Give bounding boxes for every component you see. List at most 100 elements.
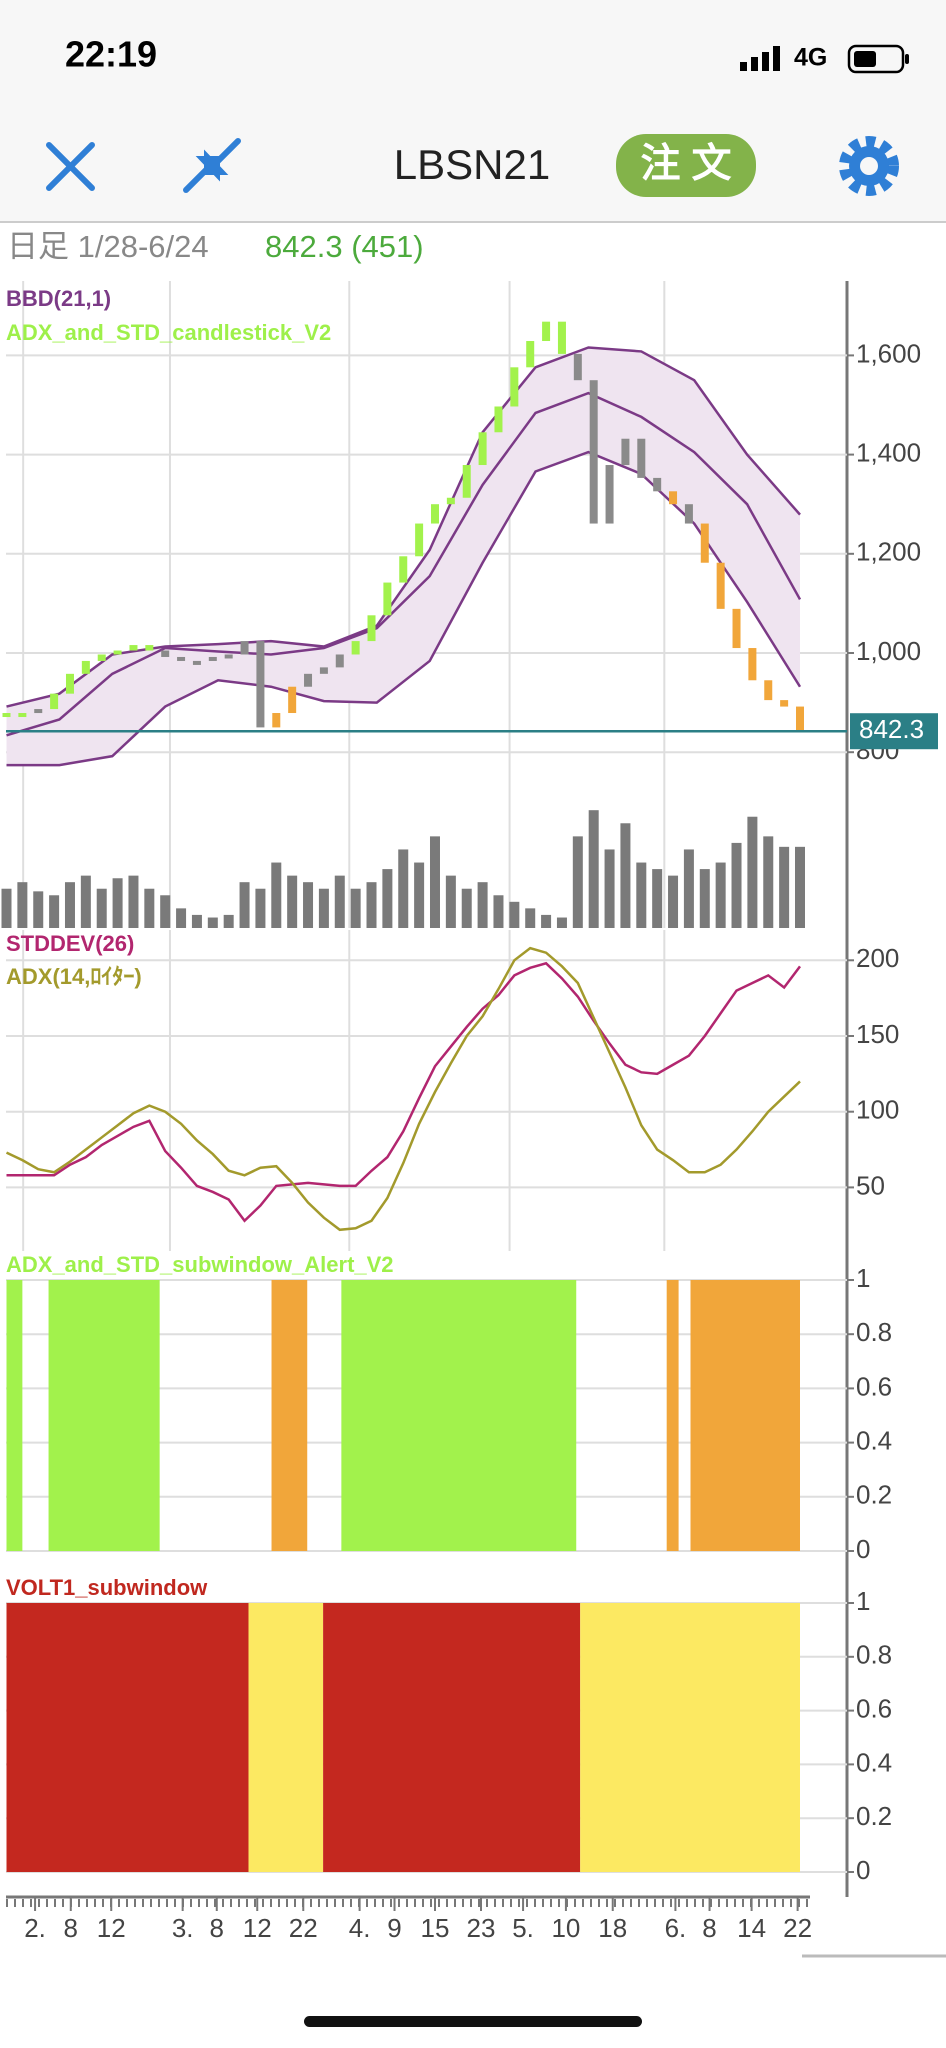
y-tick-label: 1 bbox=[856, 1586, 870, 1616]
volume-bar bbox=[128, 875, 139, 928]
candle bbox=[621, 438, 630, 466]
battery-icon bbox=[847, 44, 909, 74]
candle bbox=[732, 608, 741, 649]
volume-bar bbox=[588, 810, 599, 928]
volume-bar bbox=[318, 888, 329, 928]
alert-bar bbox=[6, 1603, 249, 1872]
volume-bar bbox=[144, 888, 155, 928]
y-tick-label: 0.6 bbox=[856, 1371, 892, 1401]
volume-bar bbox=[160, 895, 171, 928]
volume-bar bbox=[49, 895, 60, 928]
volume-bar bbox=[779, 846, 790, 928]
y-tick-label: 0.8 bbox=[856, 1640, 892, 1670]
volume-bar bbox=[668, 875, 679, 928]
signal-icon bbox=[740, 46, 780, 71]
last-price-label: 842.3 bbox=[859, 714, 924, 744]
volume-bar bbox=[33, 891, 44, 928]
volume-bar bbox=[334, 875, 345, 928]
volume-bar bbox=[509, 901, 520, 928]
indicator-line bbox=[6, 961, 802, 1223]
candle bbox=[192, 660, 201, 665]
legend-label: ADX(14,ﾛｲﾀｰ) bbox=[6, 964, 142, 989]
candle bbox=[304, 673, 313, 687]
x-tick-label: 22 bbox=[783, 1913, 812, 1943]
network: 4G bbox=[794, 44, 827, 72]
candle bbox=[335, 654, 344, 668]
order-button-label[interactable]: 注 文 bbox=[640, 142, 731, 186]
volume-bar bbox=[620, 823, 631, 928]
volume-bar bbox=[556, 917, 567, 928]
volume-bar bbox=[350, 888, 361, 928]
y-tick-label: 0 bbox=[856, 1534, 870, 1564]
volume-bar bbox=[763, 836, 774, 928]
candle bbox=[764, 680, 773, 701]
volume-bar bbox=[176, 908, 187, 928]
volume-bar bbox=[652, 869, 663, 928]
volume-bar bbox=[80, 875, 91, 928]
indicator-label: BBD(21,1) bbox=[6, 286, 111, 311]
order-button[interactable] bbox=[616, 134, 756, 197]
alert-bar bbox=[48, 1280, 160, 1551]
x-tick-label: 2. bbox=[24, 1913, 46, 1943]
last-price-box bbox=[850, 713, 938, 750]
candle bbox=[542, 321, 551, 342]
alert-bar bbox=[666, 1280, 679, 1551]
candle bbox=[589, 380, 598, 524]
candle bbox=[462, 465, 471, 498]
y-tick-label: 100 bbox=[856, 1095, 899, 1125]
candle bbox=[65, 673, 74, 694]
candle bbox=[50, 693, 59, 710]
candle bbox=[319, 667, 328, 674]
volume-bar bbox=[255, 888, 266, 928]
y-tick-label: 0.6 bbox=[856, 1693, 892, 1723]
settings-button[interactable] bbox=[839, 136, 899, 196]
band-line bbox=[6, 391, 802, 737]
volume-bar bbox=[429, 836, 440, 928]
indicator-label: ADX_and_STD_candlestick_V2 bbox=[6, 320, 331, 345]
candle bbox=[430, 504, 439, 524]
legend-label: STDDEV(26) bbox=[6, 931, 134, 956]
close-button[interactable] bbox=[46, 142, 95, 191]
x-tick-label: 12 bbox=[243, 1913, 272, 1943]
candle bbox=[2, 713, 11, 718]
volume-bar bbox=[366, 882, 377, 928]
alert-bar bbox=[6, 1280, 23, 1551]
volume-bar bbox=[191, 914, 202, 928]
volume-bar bbox=[271, 862, 282, 928]
candle bbox=[256, 641, 265, 728]
candle bbox=[510, 367, 519, 407]
candle bbox=[446, 497, 455, 505]
candle bbox=[494, 406, 503, 433]
alert-bar bbox=[341, 1280, 577, 1551]
volume-bar bbox=[287, 875, 298, 928]
volume-bar bbox=[541, 914, 552, 928]
volume-bar bbox=[303, 882, 314, 928]
indicator-line bbox=[5, 946, 801, 1232]
candle bbox=[351, 641, 360, 655]
candle bbox=[272, 713, 281, 728]
y-tick-label: 1,000 bbox=[856, 636, 921, 666]
candle bbox=[605, 465, 614, 524]
volume-bar bbox=[223, 914, 234, 928]
candle bbox=[97, 654, 106, 661]
x-tick-label: 18 bbox=[598, 1913, 627, 1943]
volume-bar bbox=[461, 888, 472, 928]
x-tick-label: 15 bbox=[421, 1913, 450, 1943]
home-indicator bbox=[304, 2016, 642, 2027]
volume-bar bbox=[795, 846, 805, 928]
candle bbox=[700, 523, 709, 563]
x-tick-label: 12 bbox=[97, 1913, 126, 1943]
volume-bar bbox=[398, 849, 409, 928]
top-bar bbox=[0, 0, 946, 222]
candle bbox=[716, 562, 725, 609]
shrink-button[interactable] bbox=[183, 138, 241, 193]
x-tick-label: 8 bbox=[210, 1913, 224, 1943]
candle bbox=[81, 660, 90, 674]
y-tick-label: 0.8 bbox=[856, 1317, 892, 1347]
y-tick-label: 0.2 bbox=[856, 1801, 892, 1831]
y-tick-label: 1,400 bbox=[856, 437, 921, 467]
candle bbox=[573, 353, 582, 381]
x-tick-label: 6. bbox=[665, 1913, 687, 1943]
candle bbox=[478, 432, 487, 466]
